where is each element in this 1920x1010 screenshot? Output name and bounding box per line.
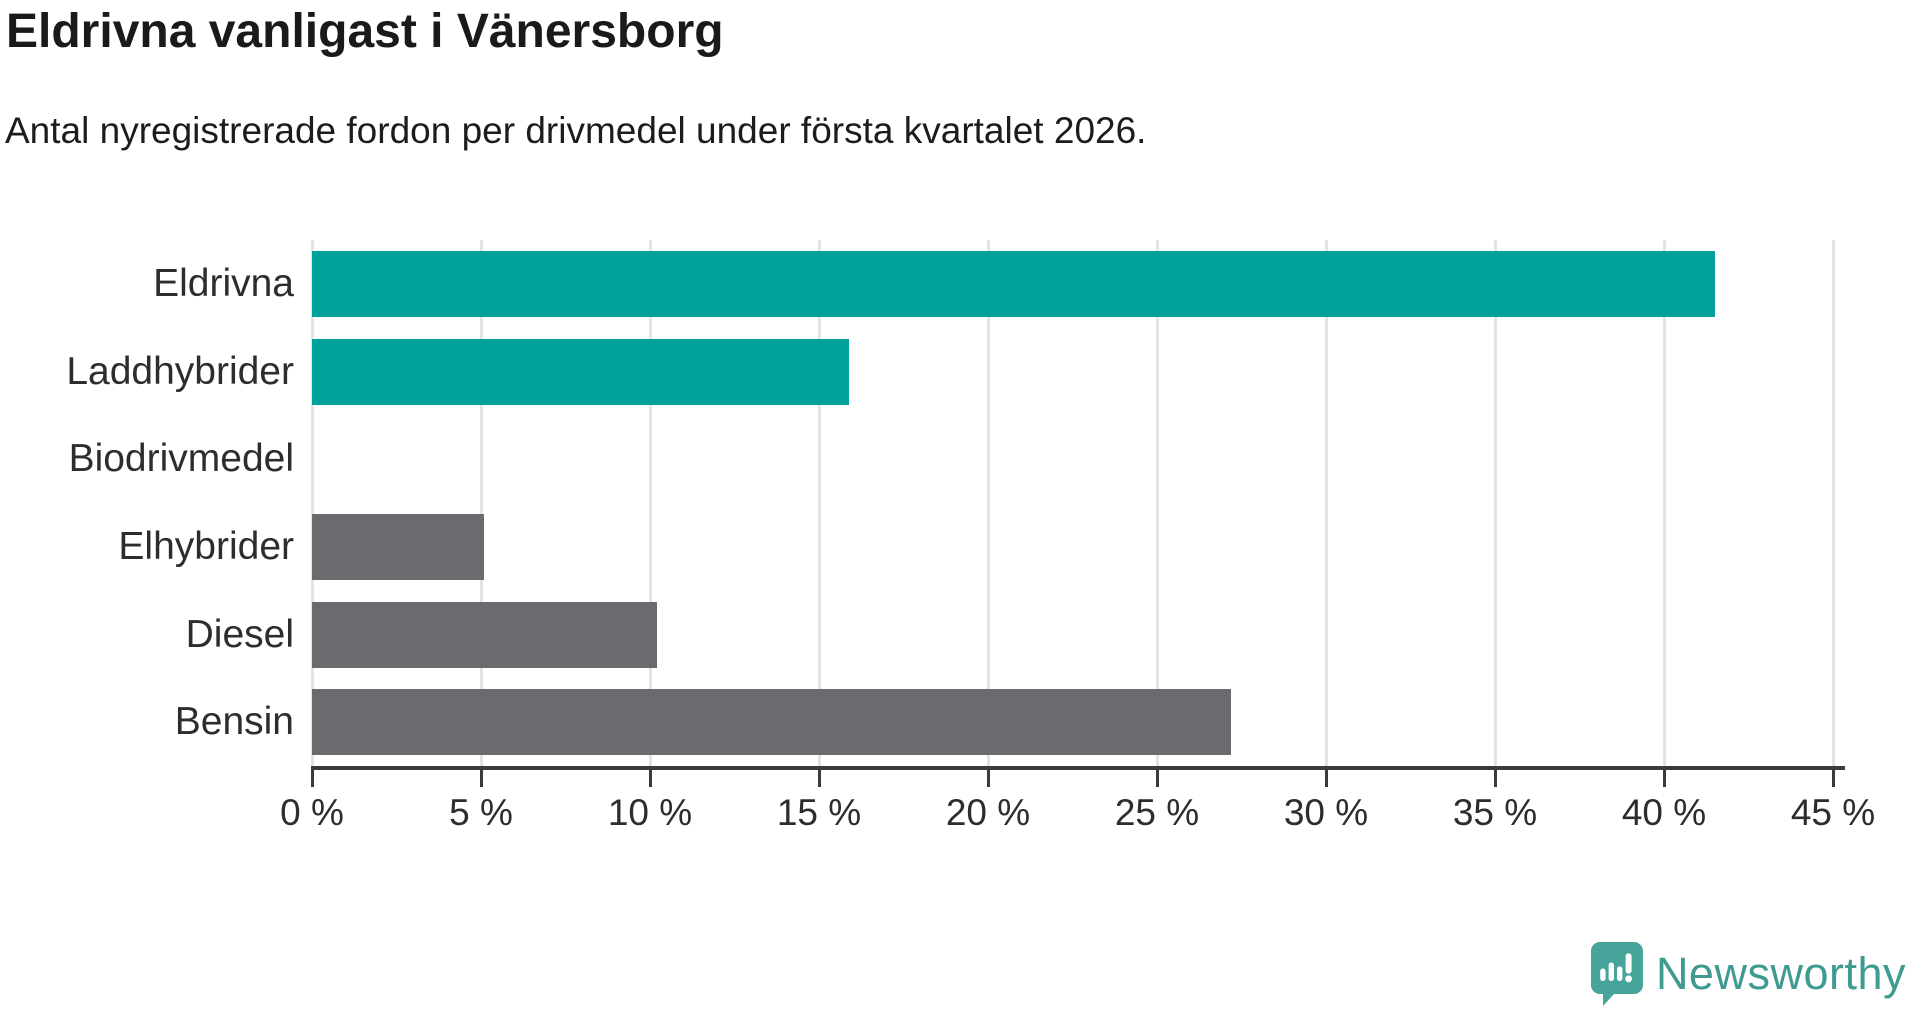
gridline xyxy=(1662,240,1666,766)
gridline xyxy=(310,240,314,766)
x-axis-tick xyxy=(1493,766,1497,787)
x-tick-label: 30 % xyxy=(1283,792,1369,833)
x-tick-label: 10 % xyxy=(607,792,693,833)
gridline xyxy=(1493,240,1497,766)
x-tick-label: 45 % xyxy=(1790,792,1876,833)
category-label: Biodrivmedel xyxy=(68,437,294,481)
category-label: Elhybrider xyxy=(118,524,294,568)
bar-diesel xyxy=(312,601,657,668)
gridline xyxy=(817,240,821,766)
bar-bensin xyxy=(312,689,1232,756)
category-label: Laddhybrider xyxy=(66,349,294,393)
gridline xyxy=(1831,240,1835,766)
category-label: Eldrivna xyxy=(153,261,294,305)
chart-title: Eldrivna vanligast i Vänersborg xyxy=(6,5,724,58)
x-tick-label: 40 % xyxy=(1621,792,1707,833)
x-axis-line xyxy=(312,766,1845,770)
x-tick-label: 5 % xyxy=(449,792,513,833)
x-tick-label: 0 % xyxy=(280,792,344,833)
gridline xyxy=(479,240,483,766)
x-tick-label: 25 % xyxy=(1114,792,1200,833)
category-label: Diesel xyxy=(185,612,294,656)
bar-laddhybrider xyxy=(312,338,850,405)
x-axis-tick xyxy=(817,766,821,787)
x-axis-tick xyxy=(1662,766,1666,787)
gridline xyxy=(1324,240,1328,766)
chart-subtitle: Antal nyregistrerade fordon per drivmede… xyxy=(5,110,1147,151)
x-axis-tick xyxy=(648,766,652,787)
x-axis-tick xyxy=(1831,766,1835,787)
x-axis-tick xyxy=(986,766,990,787)
x-axis-tick xyxy=(310,766,314,787)
x-axis-tick xyxy=(1324,766,1328,787)
x-tick-label: 35 % xyxy=(1452,792,1538,833)
bar-eldrivna xyxy=(312,250,1715,317)
category-label: Bensin xyxy=(174,700,294,744)
gridline xyxy=(986,240,990,766)
x-axis-tick xyxy=(479,766,483,787)
newsworthy-logo-text: Newsworthy xyxy=(1655,948,1906,999)
x-axis-tick xyxy=(1155,766,1159,787)
gridline xyxy=(648,240,652,766)
newsworthy-logo: Newsworthy xyxy=(1590,942,1906,1006)
bar-elhybrider xyxy=(312,513,485,580)
gridline xyxy=(1155,240,1159,766)
x-tick-label: 15 % xyxy=(776,792,862,833)
x-tick-label: 20 % xyxy=(945,792,1031,833)
bar-chart-speech-pin-icon xyxy=(1590,942,1643,1006)
